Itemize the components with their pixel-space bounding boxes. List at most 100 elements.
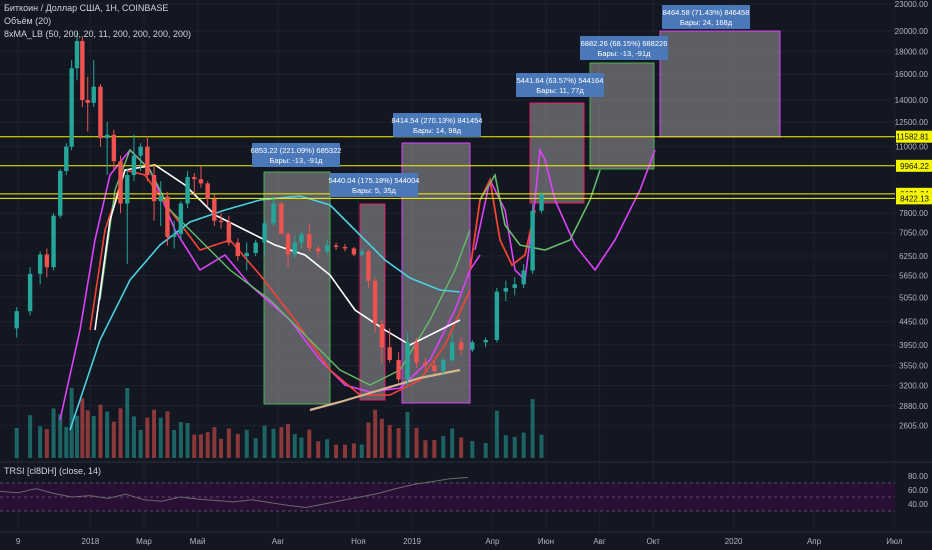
price-tick-label: 6250.00 — [899, 252, 928, 261]
candle-body — [271, 203, 276, 224]
volume-bar — [192, 434, 197, 458]
price-tick-label: 7050.00 — [899, 229, 928, 238]
volume-legend[interactable]: Объём (20) — [4, 16, 52, 26]
candle-body — [333, 245, 339, 247]
candle-body — [292, 242, 297, 255]
candle-body — [185, 177, 190, 204]
volume-bar — [38, 426, 43, 458]
candle-body — [379, 323, 385, 348]
horizontal-levels — [0, 136, 895, 199]
volume-bar — [235, 433, 240, 458]
volume-bar — [28, 415, 33, 458]
candle-body — [366, 251, 371, 281]
measure-label-line1: 5441.64 (63.57%) 544164 — [517, 76, 604, 85]
time-tick-label: 2020 — [725, 537, 743, 546]
ma-green — [99, 148, 471, 386]
measure-label-line2: Бары: 24, 168д — [680, 18, 733, 27]
price-tick-label: 12500.00 — [895, 118, 929, 127]
candle-body — [387, 347, 392, 361]
volume-bar — [219, 438, 224, 458]
candle-body — [244, 252, 249, 257]
volume-bar — [470, 441, 475, 458]
rsi-legend[interactable]: TRSI [cl8DH] (close, 14) — [4, 466, 102, 476]
price-tag-label: 9964.22 — [900, 162, 929, 171]
candle-body — [14, 311, 19, 329]
candle-body — [483, 339, 488, 343]
measure-label-bg — [252, 143, 340, 167]
price-tick-label: 3550.00 — [899, 361, 928, 370]
volume-bar — [212, 427, 217, 458]
time-tick-label: Июл — [886, 537, 903, 546]
candle-body — [198, 179, 204, 184]
volume-bar — [198, 434, 203, 458]
volume-bar — [343, 444, 347, 458]
candle-body — [192, 177, 197, 180]
ma-legend[interactable]: 8xMA_LB (50, 200, 20, 11, 200, 200, 200,… — [4, 29, 191, 39]
price-tick-label: 5650.00 — [899, 272, 928, 281]
candle-body — [218, 220, 224, 223]
price-tick-label: 14000.00 — [895, 96, 929, 105]
candle-body — [458, 342, 464, 350]
volume-bar — [138, 429, 143, 458]
volume-bar — [205, 432, 210, 458]
time-tick-label: Окт — [646, 537, 660, 546]
measure-label-bg — [330, 173, 418, 197]
candles — [14, 32, 544, 386]
rsi-tick-label: 60.00 — [908, 486, 929, 495]
candle-body — [307, 234, 312, 249]
measure-label-line1: 6853.22 (221.09%) 685322 — [251, 146, 342, 155]
candle-body — [285, 234, 291, 255]
candle-body — [405, 342, 410, 380]
candle-body — [450, 342, 455, 361]
volume-bar — [226, 428, 231, 458]
projection-boxes — [263, 30, 781, 405]
price-tick-label: 5050.00 — [899, 293, 928, 302]
candle-body — [151, 175, 157, 202]
volume-bar — [279, 426, 284, 458]
candle-body — [253, 242, 258, 253]
price-tick-label: 2880.00 — [899, 402, 928, 411]
volume-bar — [530, 399, 535, 458]
volume-bar — [351, 443, 356, 458]
measure-label-line1: 6882.26 (68.15%) 688226 — [581, 39, 668, 48]
candle-body — [111, 134, 117, 162]
candle-body — [64, 146, 69, 172]
volume-bar — [423, 440, 428, 458]
candle-body — [324, 245, 330, 252]
volume-bar — [118, 408, 123, 458]
volume-bar — [131, 416, 136, 458]
candle-body — [494, 291, 500, 340]
projection-box — [263, 171, 331, 405]
volume-bar — [98, 404, 103, 458]
rsi-tick-label: 40.00 — [908, 500, 929, 509]
price-tick-label: 3200.00 — [899, 382, 928, 391]
volume-bar — [64, 426, 69, 458]
price-tag-bg — [896, 159, 932, 172]
price-tick-label: 4450.00 — [899, 318, 928, 327]
volume-bar — [387, 425, 392, 458]
price-axis[interactable]: 80.00 60.00 40.00 23000.00 20000.00 18000.00 1… — [895, 0, 932, 509]
ma-red — [89, 169, 471, 396]
measure-label-line1: 8414.54 (270.13%) 841454 — [392, 116, 483, 125]
time-axis[interactable]: 9 2018 Мар Май Авг Ноя 2019 Апр Июн Авг Окт 2020 Апр… — [0, 531, 932, 546]
volume-bar — [105, 411, 110, 458]
candle-body — [235, 242, 240, 257]
measure-label-bg — [393, 113, 481, 137]
volume-bar — [432, 440, 437, 458]
measure-label-line2: Бары: -13, -91д — [269, 156, 323, 165]
measure-label-line2: Бары: 5, 35д — [352, 186, 397, 195]
candle-body — [423, 362, 428, 366]
volume-bar — [334, 444, 339, 458]
candle-body — [131, 155, 137, 176]
time-tick-label: 9 — [16, 537, 21, 546]
symbol-legend[interactable]: Биткоин / Доллар США, 1Н, COINBASE — [4, 3, 169, 13]
volume-bar — [14, 427, 19, 458]
price-tag-bg — [896, 130, 932, 143]
volume-bar — [172, 429, 177, 458]
volume-bar — [58, 414, 63, 458]
volume-bar — [152, 409, 157, 458]
candle-body — [98, 86, 103, 139]
volume-bar — [512, 436, 517, 458]
